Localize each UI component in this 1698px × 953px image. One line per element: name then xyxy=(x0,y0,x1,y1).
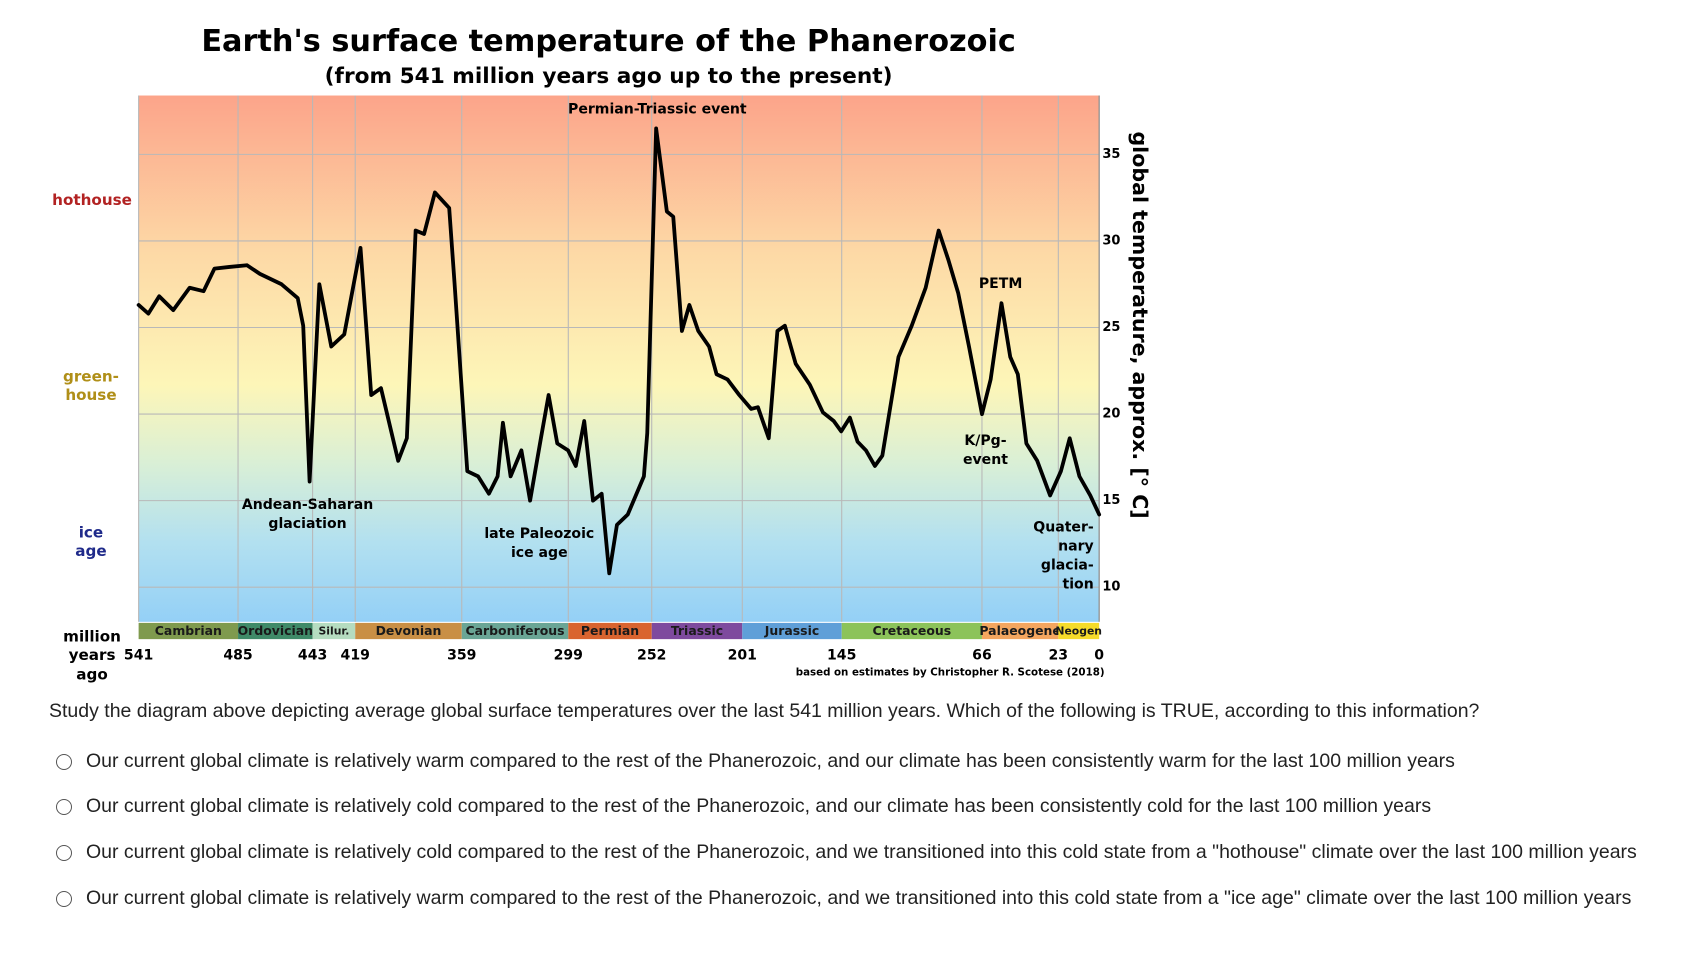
radio-button[interactable] xyxy=(56,844,72,861)
period-label: Ordovician xyxy=(238,623,313,638)
answer-option[interactable]: Our current global climate is relatively… xyxy=(56,841,1637,864)
y-tick-label: 30 xyxy=(1102,233,1120,248)
period-label: Cretaceous xyxy=(873,623,952,638)
answer-option[interactable]: Our current global climate is relatively… xyxy=(56,750,1455,773)
option-text[interactable]: Our current global climate is relatively… xyxy=(86,795,1432,817)
period-label: Permian xyxy=(581,623,639,638)
period-label: Carboniferous xyxy=(466,623,565,638)
period-label: Palaeogene xyxy=(979,623,1060,638)
x-tick-label: 359 xyxy=(447,647,476,663)
climate-zone-label: hothouse xyxy=(52,191,132,209)
y-tick-label: 35 xyxy=(1102,147,1120,162)
chart-subtitle: (from 541 million years ago up to the pr… xyxy=(325,64,893,89)
period-band xyxy=(568,622,652,640)
annotation: PETM xyxy=(979,276,1023,292)
question: Study the diagram above depicting averag… xyxy=(49,700,1480,722)
x-tick-label: 23 xyxy=(1049,647,1069,663)
annotation: ice age xyxy=(511,545,568,561)
x-tick-label: 485 xyxy=(223,647,252,663)
period-label: Jurassic xyxy=(764,623,819,638)
period-band xyxy=(312,622,356,640)
chart: Earth's surface temperature of the Phane… xyxy=(52,24,1152,683)
climate-zone-label: age xyxy=(75,542,106,560)
period-band xyxy=(651,622,743,640)
period-label: Triassic xyxy=(671,623,723,638)
x-tick-label: 299 xyxy=(554,647,583,663)
period-label: Silur. xyxy=(319,625,350,638)
annotation: Andean-Saharan xyxy=(242,497,373,513)
x-axis-label: ago xyxy=(76,665,108,683)
period-band xyxy=(1058,622,1100,640)
climate-zone-label: house xyxy=(65,386,116,404)
period-label: Neogen xyxy=(1055,625,1102,638)
x-tick-label: 145 xyxy=(827,647,856,663)
answer-option[interactable]: Our current global climate is relatively… xyxy=(56,795,1431,818)
period-band xyxy=(841,622,982,640)
annotation: event xyxy=(963,452,1008,468)
x-axis-label: years xyxy=(69,646,116,664)
period-band xyxy=(238,622,313,640)
chart-title: Earth's surface temperature of the Phane… xyxy=(201,24,1016,59)
option-text[interactable]: Our current global climate is relatively… xyxy=(86,841,1637,863)
period-label: Cambrian xyxy=(155,623,222,638)
annotation: Quater- xyxy=(1033,520,1094,536)
period-band xyxy=(981,622,1059,640)
y-axis-label: global temperature, approx. [° C] xyxy=(1128,131,1152,518)
y-tick-label: 10 xyxy=(1102,580,1120,595)
annotation: K/Pg- xyxy=(964,433,1006,449)
x-tick-label: 541 xyxy=(124,647,153,663)
temperature-line xyxy=(136,126,1102,576)
annotation: glaciation xyxy=(268,516,346,532)
x-tick-label: 252 xyxy=(637,647,666,663)
annotation: glacia- xyxy=(1041,557,1094,573)
plot-background xyxy=(138,95,1100,622)
annotation: tion xyxy=(1063,576,1094,592)
radio-button[interactable] xyxy=(56,798,72,815)
x-tick-label: 0 xyxy=(1094,647,1104,663)
y-tick-label: 15 xyxy=(1102,493,1120,508)
annotation: late Paleozoic xyxy=(484,526,594,542)
answer-option[interactable]: Our current global climate is relatively… xyxy=(56,887,1631,910)
y-tick-label: 20 xyxy=(1102,407,1120,422)
x-tick-label: 66 xyxy=(972,647,992,663)
annotation: nary xyxy=(1058,539,1094,555)
x-tick-label: 201 xyxy=(728,647,757,663)
x-tick-label: 419 xyxy=(341,647,370,663)
annotation: Permian-Triassic event xyxy=(568,102,747,118)
x-axis-label: million xyxy=(63,627,121,645)
climate-zone-label: ice xyxy=(79,524,103,542)
radio-button[interactable] xyxy=(56,753,72,770)
y-tick-label: 25 xyxy=(1102,320,1120,335)
period-band xyxy=(355,622,462,640)
period-band xyxy=(138,622,239,640)
period-label: Devonian xyxy=(376,623,442,638)
x-tick-label: 443 xyxy=(298,647,327,663)
climate-zone-label: green- xyxy=(63,368,119,386)
option-text[interactable]: Our current global climate is relatively… xyxy=(86,750,1455,772)
radio-button[interactable] xyxy=(56,890,72,907)
period-band xyxy=(461,622,569,640)
option-text[interactable]: Our current global climate is relatively… xyxy=(86,887,1632,909)
period-band xyxy=(742,622,842,640)
source: based on estimates by Christopher R. Sco… xyxy=(796,667,1105,679)
